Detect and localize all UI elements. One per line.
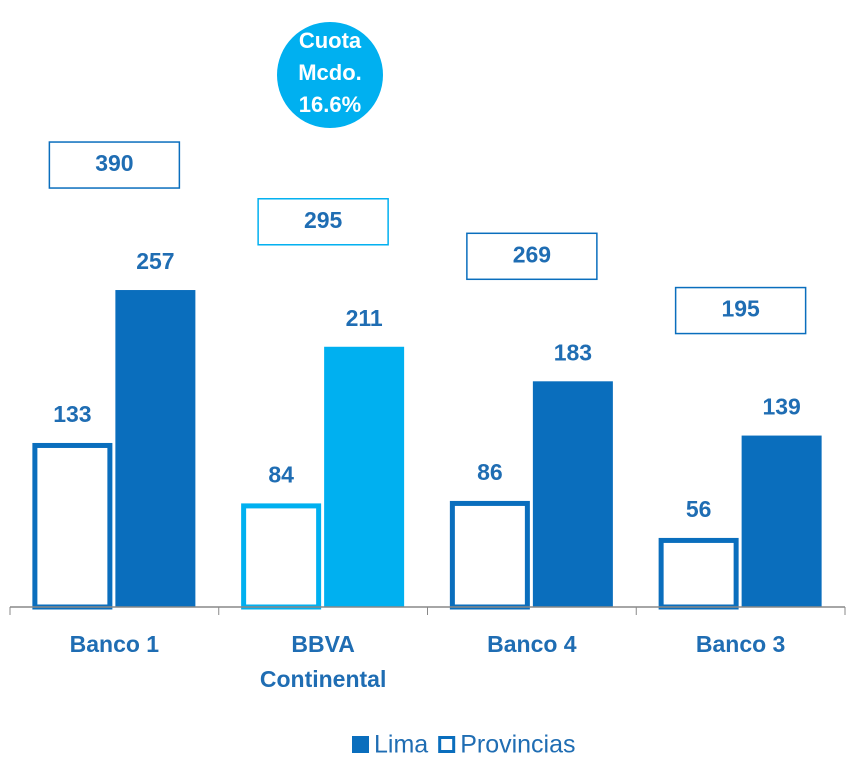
- annotation-text: 16.6%: [299, 92, 361, 117]
- value-label: 84: [268, 461, 294, 487]
- bar: [741, 435, 822, 607]
- value-label: 257: [136, 248, 174, 274]
- bar: [241, 503, 322, 610]
- legend-swatch: [438, 736, 456, 753]
- bar: [32, 442, 113, 610]
- bar: [658, 537, 739, 610]
- annotation-bubble: [277, 22, 383, 128]
- total-label: 390: [95, 150, 133, 176]
- total-label: 295: [304, 207, 343, 233]
- total-box: [466, 232, 598, 281]
- bar: [115, 290, 196, 607]
- value-label: 139: [762, 394, 800, 420]
- legend-swatch: [352, 736, 369, 753]
- x-tick-label: Continental: [260, 666, 387, 692]
- value-label: 133: [53, 401, 91, 427]
- value-label: 56: [686, 496, 712, 522]
- legend-label: Lima: [374, 731, 428, 759]
- bar: [324, 346, 405, 607]
- bar: [532, 381, 613, 607]
- total-box: [674, 286, 807, 335]
- bar: [449, 500, 530, 610]
- x-tick-label: Banco 3: [696, 631, 785, 657]
- annotation-text: Cuota: [299, 28, 362, 53]
- annotation-text: Mcdo.: [298, 60, 362, 85]
- legend-label: Provincias: [460, 731, 575, 759]
- total-label: 195: [721, 296, 760, 322]
- total-box: [257, 198, 389, 246]
- value-label: 183: [554, 339, 592, 365]
- x-tick-label: Banco 1: [70, 631, 160, 657]
- x-tick-label: Banco 4: [487, 631, 577, 657]
- total-box: [48, 141, 181, 189]
- total-label: 269: [513, 241, 551, 267]
- value-label: 86: [477, 459, 503, 485]
- value-label: 211: [346, 305, 383, 331]
- x-tick-label: BBVA: [291, 631, 354, 657]
